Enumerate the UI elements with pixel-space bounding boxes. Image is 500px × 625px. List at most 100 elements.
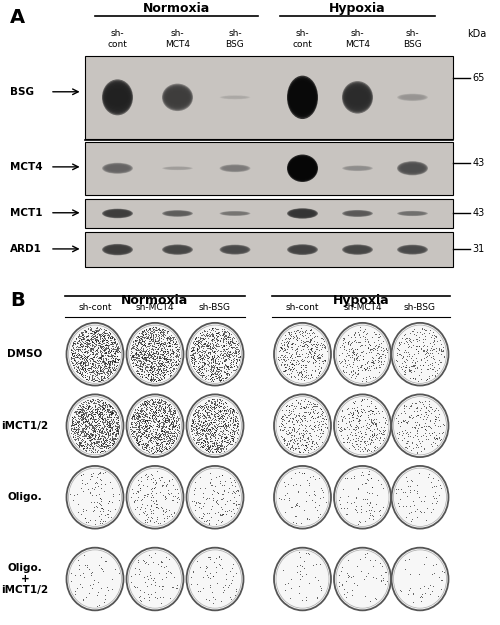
Point: [104, 431, 112, 441]
Point: [144, 329, 152, 339]
Point: [412, 353, 420, 363]
Point: [94, 325, 102, 335]
Point: [80, 427, 88, 437]
Point: [218, 349, 226, 359]
Point: [134, 556, 141, 566]
Point: [126, 424, 134, 434]
Point: [164, 436, 172, 446]
Point: [172, 356, 180, 366]
Point: [102, 404, 110, 414]
Point: [406, 366, 413, 376]
Point: [68, 346, 76, 356]
Point: [106, 401, 114, 411]
Point: [212, 437, 220, 447]
Point: [80, 325, 88, 335]
Point: [96, 406, 104, 416]
Point: [162, 572, 170, 582]
Point: [188, 358, 196, 368]
Point: [204, 356, 212, 366]
Point: [414, 396, 422, 406]
Point: [174, 422, 182, 432]
Point: [351, 436, 359, 446]
Point: [370, 415, 378, 425]
Point: [104, 372, 112, 382]
Point: [82, 331, 90, 341]
Point: [84, 374, 92, 384]
Point: [318, 428, 326, 438]
Ellipse shape: [400, 212, 424, 215]
Point: [70, 339, 78, 349]
Point: [160, 349, 168, 359]
Point: [199, 339, 207, 349]
Point: [152, 516, 160, 526]
Point: [141, 411, 149, 421]
Point: [100, 358, 108, 368]
Point: [286, 444, 294, 454]
Point: [398, 352, 406, 362]
Point: [306, 336, 314, 346]
Point: [86, 430, 94, 440]
Point: [196, 357, 204, 367]
Point: [74, 349, 82, 359]
Point: [154, 331, 162, 341]
Point: [147, 492, 155, 502]
Point: [230, 339, 237, 349]
Point: [146, 424, 154, 434]
Point: [110, 338, 118, 348]
Point: [187, 346, 195, 356]
Point: [413, 512, 421, 522]
Point: [190, 419, 198, 429]
Point: [203, 359, 211, 369]
Point: [81, 412, 89, 422]
Point: [163, 338, 171, 348]
Point: [138, 406, 146, 416]
Point: [197, 429, 205, 439]
Ellipse shape: [392, 466, 448, 529]
Point: [96, 447, 104, 457]
Point: [145, 398, 153, 408]
Point: [348, 352, 356, 362]
Point: [135, 332, 143, 342]
Point: [414, 431, 422, 441]
Point: [85, 354, 93, 364]
Point: [172, 342, 179, 352]
Point: [164, 554, 172, 564]
Point: [204, 411, 212, 421]
Point: [66, 345, 74, 355]
Point: [96, 349, 104, 359]
Point: [158, 422, 166, 432]
Point: [87, 429, 95, 439]
Point: [110, 406, 118, 416]
Point: [218, 412, 226, 422]
Point: [161, 344, 169, 354]
Point: [98, 413, 106, 423]
Point: [90, 352, 98, 362]
Point: [133, 357, 141, 367]
Point: [97, 442, 105, 452]
Point: [410, 422, 418, 432]
Point: [87, 410, 95, 420]
Point: [431, 419, 439, 429]
Point: [78, 364, 86, 374]
Point: [134, 368, 141, 378]
Point: [150, 362, 158, 372]
Point: [160, 332, 168, 342]
Point: [362, 374, 370, 384]
Point: [224, 361, 232, 371]
Point: [96, 352, 104, 362]
Point: [418, 409, 426, 419]
Point: [94, 441, 102, 451]
Point: [207, 371, 215, 381]
Point: [154, 375, 162, 385]
Point: [160, 370, 168, 380]
Point: [403, 337, 411, 347]
Point: [107, 411, 115, 421]
Point: [163, 354, 171, 364]
Point: [422, 352, 430, 362]
Point: [428, 401, 436, 411]
Point: [78, 402, 86, 412]
Point: [369, 419, 377, 429]
Point: [104, 418, 112, 428]
Point: [108, 408, 116, 418]
Point: [202, 416, 209, 426]
